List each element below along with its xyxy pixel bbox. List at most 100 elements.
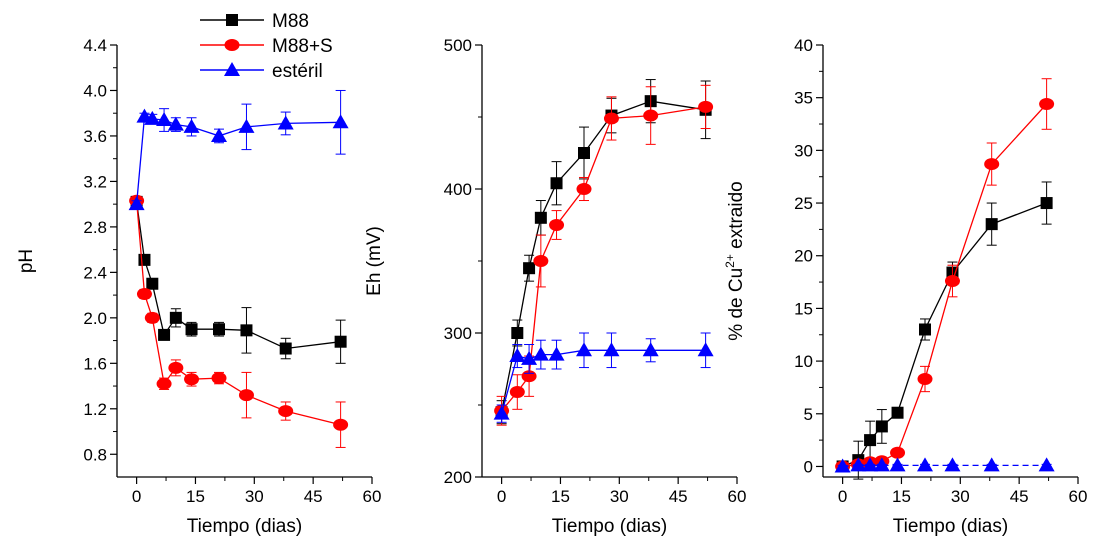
- data-point: [511, 327, 524, 339]
- series-line: [842, 103, 1048, 468]
- data-point: [983, 457, 1000, 472]
- data-point: [183, 118, 200, 133]
- data-point: [333, 418, 349, 431]
- x-tick-label: 60: [363, 487, 382, 506]
- data-point: [603, 342, 620, 357]
- series-line: [500, 100, 706, 413]
- x-tick-label: 0: [497, 487, 506, 506]
- data-point: [523, 262, 536, 275]
- data-point: [136, 287, 152, 300]
- data-point: [144, 311, 160, 324]
- data-point: [509, 386, 525, 399]
- data-point: [138, 253, 151, 266]
- series-line: [135, 115, 341, 205]
- data-point: [238, 389, 254, 402]
- legend-entry: M88+S: [200, 36, 333, 57]
- data-point: [890, 446, 906, 459]
- y-tick-label: 10: [794, 352, 813, 371]
- data-point: [156, 112, 173, 127]
- series-line: [842, 202, 1047, 468]
- data-point: [211, 127, 227, 142]
- x-tick-label: 15: [551, 487, 570, 506]
- data-point: [643, 109, 659, 122]
- data-point: [156, 377, 172, 390]
- series-line: [501, 106, 706, 412]
- data-point: [944, 457, 961, 472]
- data-point: [984, 158, 1000, 171]
- chart-panels: 0 15 30 45 60 0.8 1.2 1.6 2.0 2.4 2.8 3.2 3.6 4.0 4.4 T…: [16, 36, 1087, 537]
- data-point: [578, 147, 590, 159]
- series-triangle: [493, 332, 714, 423]
- data-point: [240, 324, 253, 337]
- data-point: [167, 116, 184, 131]
- data-point: [533, 255, 549, 267]
- chart-panel-1: 0 15 30 45 60 0.8 1.2 1.6 2.0 2.4 2.8 3.2 3.6 4.0 4.4 T…: [16, 36, 381, 537]
- data-point: [278, 405, 294, 418]
- legend-label: M88+S: [272, 36, 333, 57]
- y-tick-label: 0.8: [83, 445, 107, 464]
- y-tick-label: 5: [804, 405, 813, 424]
- data-point: [875, 420, 888, 433]
- x-axis-label: Tiempo (dias): [187, 516, 302, 537]
- y-tick-label: 35: [794, 89, 813, 108]
- data-point: [549, 219, 565, 231]
- x-tick-label: 45: [669, 487, 688, 506]
- legend-marker: [224, 62, 240, 76]
- axes-2: 0 15 30 45 60 200 300 400 500: [444, 36, 747, 506]
- y-tick-label: 4.0: [83, 81, 107, 100]
- data-point: [213, 323, 225, 336]
- data-point: [697, 342, 714, 357]
- y-tick-label: 25: [794, 194, 813, 213]
- data-point: [862, 457, 879, 472]
- y-axis-label: % de Cu2+ extraido: [723, 181, 747, 340]
- x-tick-label: 30: [951, 487, 970, 506]
- data-point: [603, 112, 619, 125]
- series-triangle: [834, 457, 1055, 473]
- x-tick-label: 30: [245, 487, 264, 506]
- x-tick-label: 0: [838, 487, 847, 506]
- data-point: [917, 373, 933, 386]
- data-point: [158, 328, 171, 341]
- y-tick-label: 0: [804, 457, 813, 476]
- data-point: [1038, 457, 1055, 472]
- data-point: [550, 177, 563, 190]
- y-tick-label: 1.2: [83, 400, 107, 419]
- x-tick-label: 0: [132, 487, 141, 506]
- y-tick-label: 4.4: [83, 36, 107, 55]
- y-tick-label: 15: [794, 299, 813, 318]
- y-tick-label: 2.4: [83, 263, 107, 282]
- series-circle: [129, 194, 349, 448]
- data-point: [873, 457, 890, 472]
- data-point: [944, 275, 960, 288]
- data-point: [576, 183, 592, 195]
- data-point: [850, 457, 867, 472]
- chart-panel-2: 0 15 30 45 60 200 300 400 500 Tiempo (dias) Eh (mV…: [364, 36, 746, 537]
- y-tick-label: 3.2: [83, 172, 107, 191]
- data-point: [917, 457, 933, 472]
- data-point: [548, 346, 565, 361]
- data-point: [521, 350, 538, 365]
- x-tick-label: 45: [304, 487, 323, 506]
- data-point: [509, 348, 526, 363]
- legend-label: estéril: [272, 61, 323, 82]
- series-line: [135, 201, 341, 350]
- series-circle: [835, 78, 1055, 473]
- data-point: [891, 406, 904, 419]
- x-tick-label: 15: [892, 487, 911, 506]
- data-point: [985, 218, 998, 231]
- series-triangle: [128, 89, 349, 211]
- data-point: [211, 372, 227, 385]
- legend-entry: M88: [200, 11, 309, 32]
- data-point: [185, 323, 198, 336]
- data-point: [532, 346, 549, 361]
- chart-panel-3: 0 15 30 45 60 0 5 10 15 20 25 30 35 40 Tiempo (dias) % …: [723, 36, 1087, 537]
- data-point: [184, 373, 200, 386]
- data-point: [889, 457, 906, 472]
- legend-marker: [226, 14, 238, 26]
- y-tick-label: 400: [444, 180, 472, 199]
- y-tick-label: 40: [794, 36, 813, 55]
- x-tick-label: 30: [610, 487, 629, 506]
- x-tick-label: 15: [186, 487, 205, 506]
- data-point: [493, 405, 510, 420]
